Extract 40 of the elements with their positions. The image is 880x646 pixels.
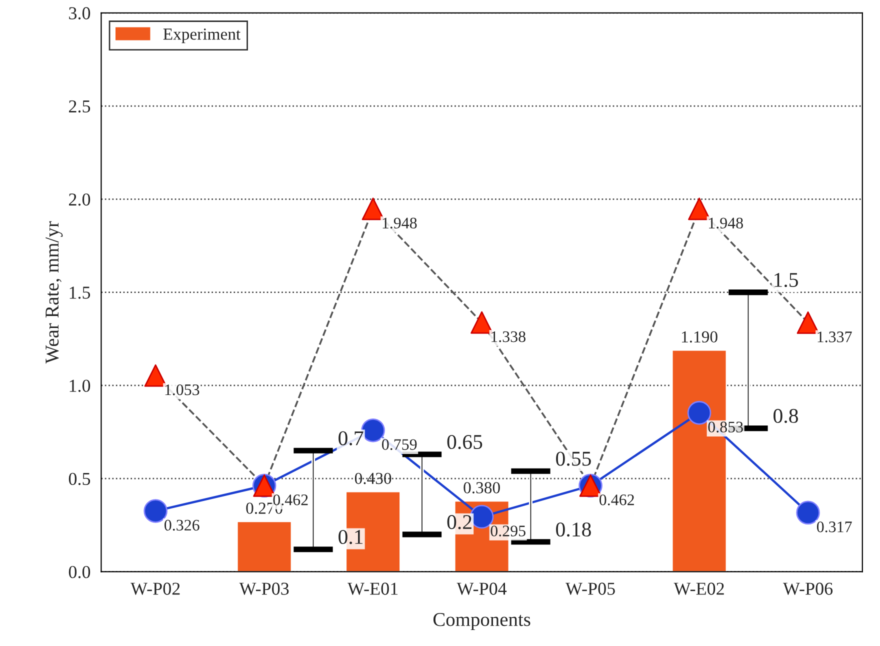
data-label: 0.317 — [816, 521, 852, 532]
data-label: 0.759 — [382, 439, 417, 450]
annotation: 0.55 — [556, 452, 591, 466]
annotation: 0.1 — [338, 530, 363, 544]
x-tick-label: W-P04 — [456, 582, 507, 595]
annotation: 0.2 — [447, 515, 472, 530]
data-label: 0.430 — [354, 472, 392, 484]
annotation: 0.18 — [556, 522, 591, 537]
y-tick-label: 1.0 — [70, 380, 90, 392]
data-label: 0.380 — [464, 482, 500, 494]
data-label: 1.948 — [709, 218, 743, 229]
x-tick-label: W-E01 — [348, 582, 398, 595]
x-tick-label: W-P02 — [130, 582, 180, 595]
data-label: 0.462 — [599, 494, 634, 506]
y-tick-label: 2.5 — [69, 100, 90, 113]
bar — [236, 520, 292, 572]
x-tick-label: W-E02 — [674, 582, 724, 595]
x-tick-label: W-P06 — [782, 582, 833, 595]
y-tick-label: 2.0 — [69, 193, 90, 206]
data-label: 0.326 — [164, 520, 200, 531]
legend-label: Experiment — [163, 28, 241, 44]
data-label: 1.337 — [818, 332, 852, 342]
data-label: 1.948 — [382, 218, 417, 229]
data-label: 1.053 — [165, 384, 200, 396]
x-tick-label: W-P03 — [239, 582, 289, 595]
annotation: 0.7 — [338, 431, 364, 446]
data-label: 1.338 — [492, 331, 526, 342]
annotation: 1.5 — [774, 273, 798, 288]
annotation: 0.8 — [774, 408, 798, 424]
data-label: 0.853 — [708, 422, 743, 432]
data-label: 0.295 — [490, 526, 526, 536]
y-tick-label: 1.5 — [70, 286, 90, 299]
annotation: 0.65 — [447, 434, 482, 450]
y-tick-label: 0.0 — [68, 566, 90, 578]
x-tick-label: W-P05 — [565, 582, 615, 595]
y-axis-title: Wear Rate, mm/yr — [46, 221, 63, 364]
data-label: 1.190 — [682, 331, 718, 343]
y-tick-label: 0.5 — [68, 472, 90, 486]
y-tick-label: 3.0 — [69, 7, 90, 20]
x-axis-title: Components — [433, 613, 530, 630]
